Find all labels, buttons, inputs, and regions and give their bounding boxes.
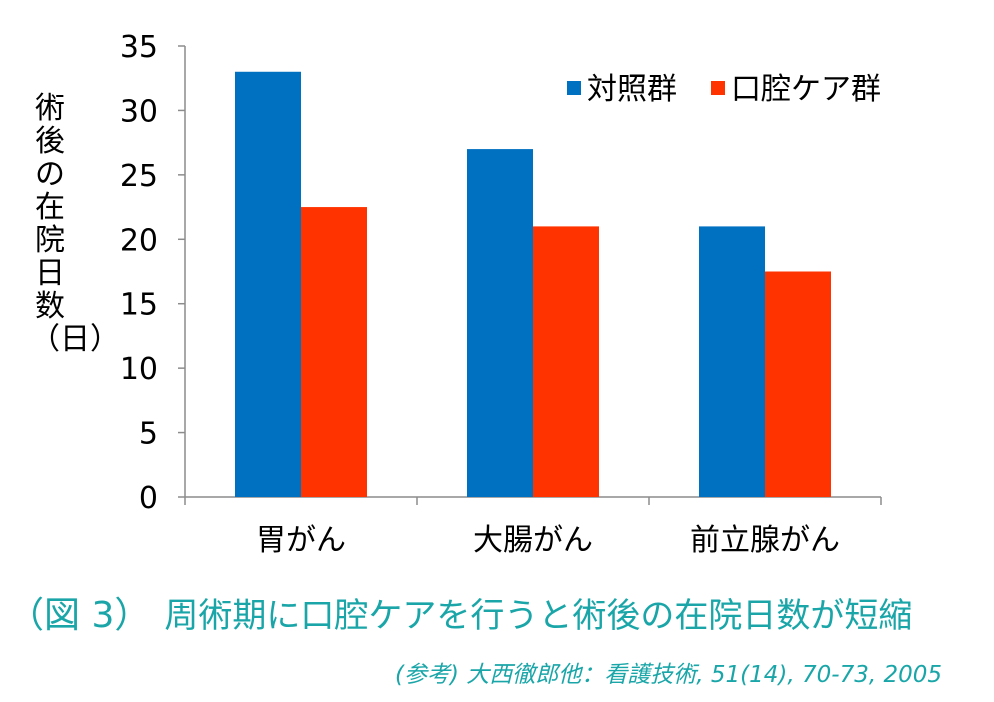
legend-swatch [567, 81, 581, 95]
x-category-label: 大腸がん [473, 523, 593, 558]
chart-tick-labels: 0 5 10 15 20 25 30 35 胃がん 大腸がん 前立腺がん [120, 30, 840, 558]
x-category-label: 胃がん [256, 523, 346, 558]
figure-caption-text: 周術期に口腔ケアを行うと術後の在院日数が短縮 [164, 596, 913, 636]
bar-control [235, 71, 301, 498]
y-tick-label: 10 [120, 352, 158, 387]
y-axis-label: 術後の在院日数（日） [30, 91, 120, 357]
legend-label: 口腔ケア群 [731, 72, 881, 107]
y-tick-label: 15 [120, 288, 158, 323]
x-category-label: 前立腺がん [690, 523, 840, 558]
source-citation: (参考) 大西徹郎他：看護技術, 51(14), 70-73, 2005 [395, 662, 942, 688]
figure-number: （図 3） [8, 595, 151, 636]
chart-bars [235, 71, 831, 498]
legend-swatch [711, 81, 725, 95]
bar-chart: 0 5 10 15 20 25 30 35 胃がん 大腸がん 前立腺がん 対照群 口腔ケア群 [120, 30, 882, 558]
bar-control [699, 226, 765, 497]
y-tick-label: 25 [120, 159, 158, 194]
bar-oral-care [301, 207, 367, 498]
y-tick-label: 35 [120, 30, 158, 65]
y-tick-label: 5 [139, 417, 158, 452]
y-tick-label: 20 [120, 223, 158, 258]
bar-oral-care [765, 271, 831, 497]
chart-legend: 対照群 口腔ケア群 [567, 72, 881, 107]
bar-oral-care [533, 226, 599, 497]
bar-control [467, 149, 533, 498]
y-tick-label: 0 [139, 481, 158, 516]
figure-caption: （図 3） 周術期に口腔ケアを行うと術後の在院日数が短縮 [8, 586, 912, 638]
legend-label: 対照群 [587, 72, 677, 107]
y-tick-label: 30 [120, 94, 158, 129]
